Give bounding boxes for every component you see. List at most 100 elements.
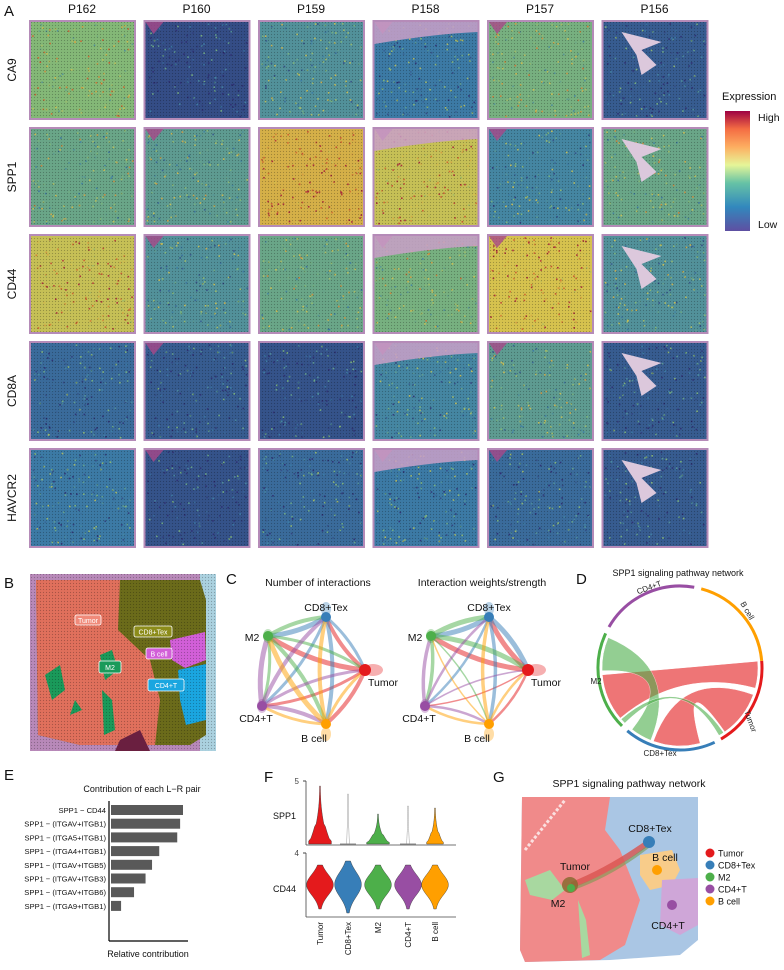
x-label-CD8+Tex: CD8+Tex: [344, 922, 353, 955]
legend-dot-Tumor: [705, 848, 715, 858]
edge-B cell-M2: [430, 635, 490, 725]
x-label-M2: M2: [374, 921, 383, 933]
edge-B cell-CD8+Tex: [317, 616, 328, 725]
edge-B cell-Tumor: [324, 668, 366, 725]
violin-cd44-CD8+Tex: [334, 860, 362, 914]
legend-label-M2: M2: [718, 873, 731, 883]
panel-label-g: G: [493, 769, 505, 786]
panel-f-violin-plot: 5 4 SPP1 CD44 Tumor CD8+Tex M2 CD4+T B cell: [273, 777, 456, 955]
bar-label-4: SPP1 − (ITGAV+ITGB5): [24, 861, 106, 870]
spatial-network-title: SPP1 signaling pathway network: [553, 778, 707, 790]
node-label-M2: M2: [408, 632, 423, 644]
panel-label-a: A: [4, 3, 14, 20]
node-CD4+T: [420, 701, 430, 711]
edge-M2-B cell: [430, 635, 490, 725]
panel-label-d: D: [576, 571, 587, 588]
legend-label-CD4+T: CD4+T: [718, 885, 747, 895]
legend-dot-CD8+Tex: [705, 860, 715, 870]
x-axis-label: Relative contribution: [107, 949, 189, 959]
label-tumor: Tumor: [74, 614, 102, 626]
bar-6: [111, 887, 135, 898]
tile-CA9-P162: [29, 20, 136, 120]
tile-SPP1-P157: [487, 127, 594, 227]
tile-CD44-P156: [601, 234, 709, 334]
row-label-CA9: CA9: [5, 58, 19, 82]
tile-CD44-P159: [258, 234, 365, 334]
edge-B cell-CD4+T: [424, 704, 490, 726]
bar-label-1: SPP1 − (ITGAV+ITGB1): [24, 820, 106, 829]
self-loop-CD8+Tex: [484, 602, 494, 616]
tile-CD44-P157: [487, 234, 594, 334]
color-bar: [725, 111, 750, 231]
panel-b-cell-type-map: Tumor CD8+Tex M2 B cell CD4+T: [30, 574, 216, 751]
panel-label-c: C: [226, 571, 237, 588]
gene-label-spp1: SPP1: [273, 811, 296, 821]
edge-CD4+T-Tumor: [261, 668, 366, 708]
column-label-P160: P160: [182, 2, 210, 16]
tile-CA9-P157: [487, 20, 594, 120]
bar-5: [111, 873, 146, 884]
edge-Tumor-B cell: [488, 669, 530, 725]
violin-spp1-B cell: [426, 807, 444, 845]
legend-high: High: [758, 112, 780, 124]
bar-7: [111, 900, 122, 911]
panel-label-b: B: [4, 575, 14, 592]
node-m2: [567, 884, 575, 892]
edge-CD8+Tex-Tumor: [325, 615, 367, 671]
node-M2: [263, 631, 273, 641]
row-label-SPP1: SPP1: [5, 161, 19, 192]
bar-1: [111, 818, 181, 829]
edge-B cell-CD4+T: [261, 704, 327, 726]
edge-Tumor-B cell: [324, 669, 367, 726]
svg-text:B cell: B cell: [150, 652, 168, 659]
sector-B cell: [700, 587, 764, 661]
bar-2: [111, 832, 178, 843]
g-label-tumor: Tumor: [560, 861, 590, 873]
tile-CD44-P162: [29, 234, 136, 334]
row-label-HAVCR2: HAVCR2: [5, 474, 19, 522]
node-label-CD8+Tex: CD8+Tex: [467, 602, 511, 614]
node-bcell: [652, 865, 662, 875]
node-CD4+T: [257, 701, 267, 711]
violin-cd44-B cell: [421, 864, 449, 910]
bar-label-3: SPP1 − (ITGA4+ITGB1): [25, 847, 107, 856]
column-label-P159: P159: [297, 2, 325, 16]
label-cd4t: CD4+T: [147, 678, 185, 692]
bar-label-5: SPP1 − (ITGAV+ITGB3): [24, 875, 106, 884]
g-label-cd4t: CD4+T: [651, 920, 685, 932]
node-label-Tumor: Tumor: [368, 677, 398, 689]
chord-m2-cd8tex: [601, 637, 660, 741]
network-count: Tumor CD8+Tex M2 CD4+T B cell: [239, 602, 398, 745]
panel-g-spatial-network: SPP1 signaling pathway network CD8+Tex B…: [520, 778, 756, 962]
sector-label-Tumor: Tumor: [742, 709, 758, 734]
x-label-B cell: B cell: [431, 922, 440, 942]
svg-text:CD4+T: CD4+T: [155, 683, 178, 690]
panel-e-bar-chart: Contribution of each L−R pair Relative c…: [24, 784, 200, 959]
tile-HAVCR2-P159: [258, 448, 365, 548]
edge-M2-CD8+Tex: [266, 615, 327, 638]
edge-CD4+T-M2: [421, 635, 433, 707]
node-cd8tex: [643, 836, 655, 848]
g-label-cd8tex: CD8+Tex: [628, 823, 672, 835]
sector-M2: [596, 632, 624, 728]
tile-HAVCR2-P156: [601, 448, 709, 548]
chord-m2-tumor: [620, 696, 724, 736]
svg-text:M2: M2: [105, 665, 115, 672]
tile-HAVCR2-P158: [372, 448, 480, 548]
bar-label-7: SPP1 − (ITGA9+ITGB1): [25, 902, 107, 911]
x-label-Tumor: Tumor: [316, 922, 325, 945]
violin-spp1-CD8+Tex: [346, 793, 350, 845]
self-loop-B cell: [484, 727, 494, 741]
node-B cell: [321, 719, 331, 729]
column-label-P158: P158: [411, 2, 439, 16]
edge-B cell-Tumor: [487, 669, 529, 725]
tile-CD8A-P158: [372, 341, 480, 441]
violin-cd44-CD4+T: [394, 864, 422, 910]
tile-CA9-P158: [372, 20, 480, 120]
node-label-CD8+Tex: CD8+Tex: [304, 602, 348, 614]
row-label-CD44: CD44: [5, 268, 19, 299]
edge-Tumor-M2: [429, 633, 529, 673]
network-weights: Tumor CD8+Tex M2 CD4+T B cell: [402, 602, 561, 745]
edge-CD4+T-CD8+Tex: [260, 615, 328, 707]
bar-label-0: SPP1 − CD44: [59, 806, 107, 815]
